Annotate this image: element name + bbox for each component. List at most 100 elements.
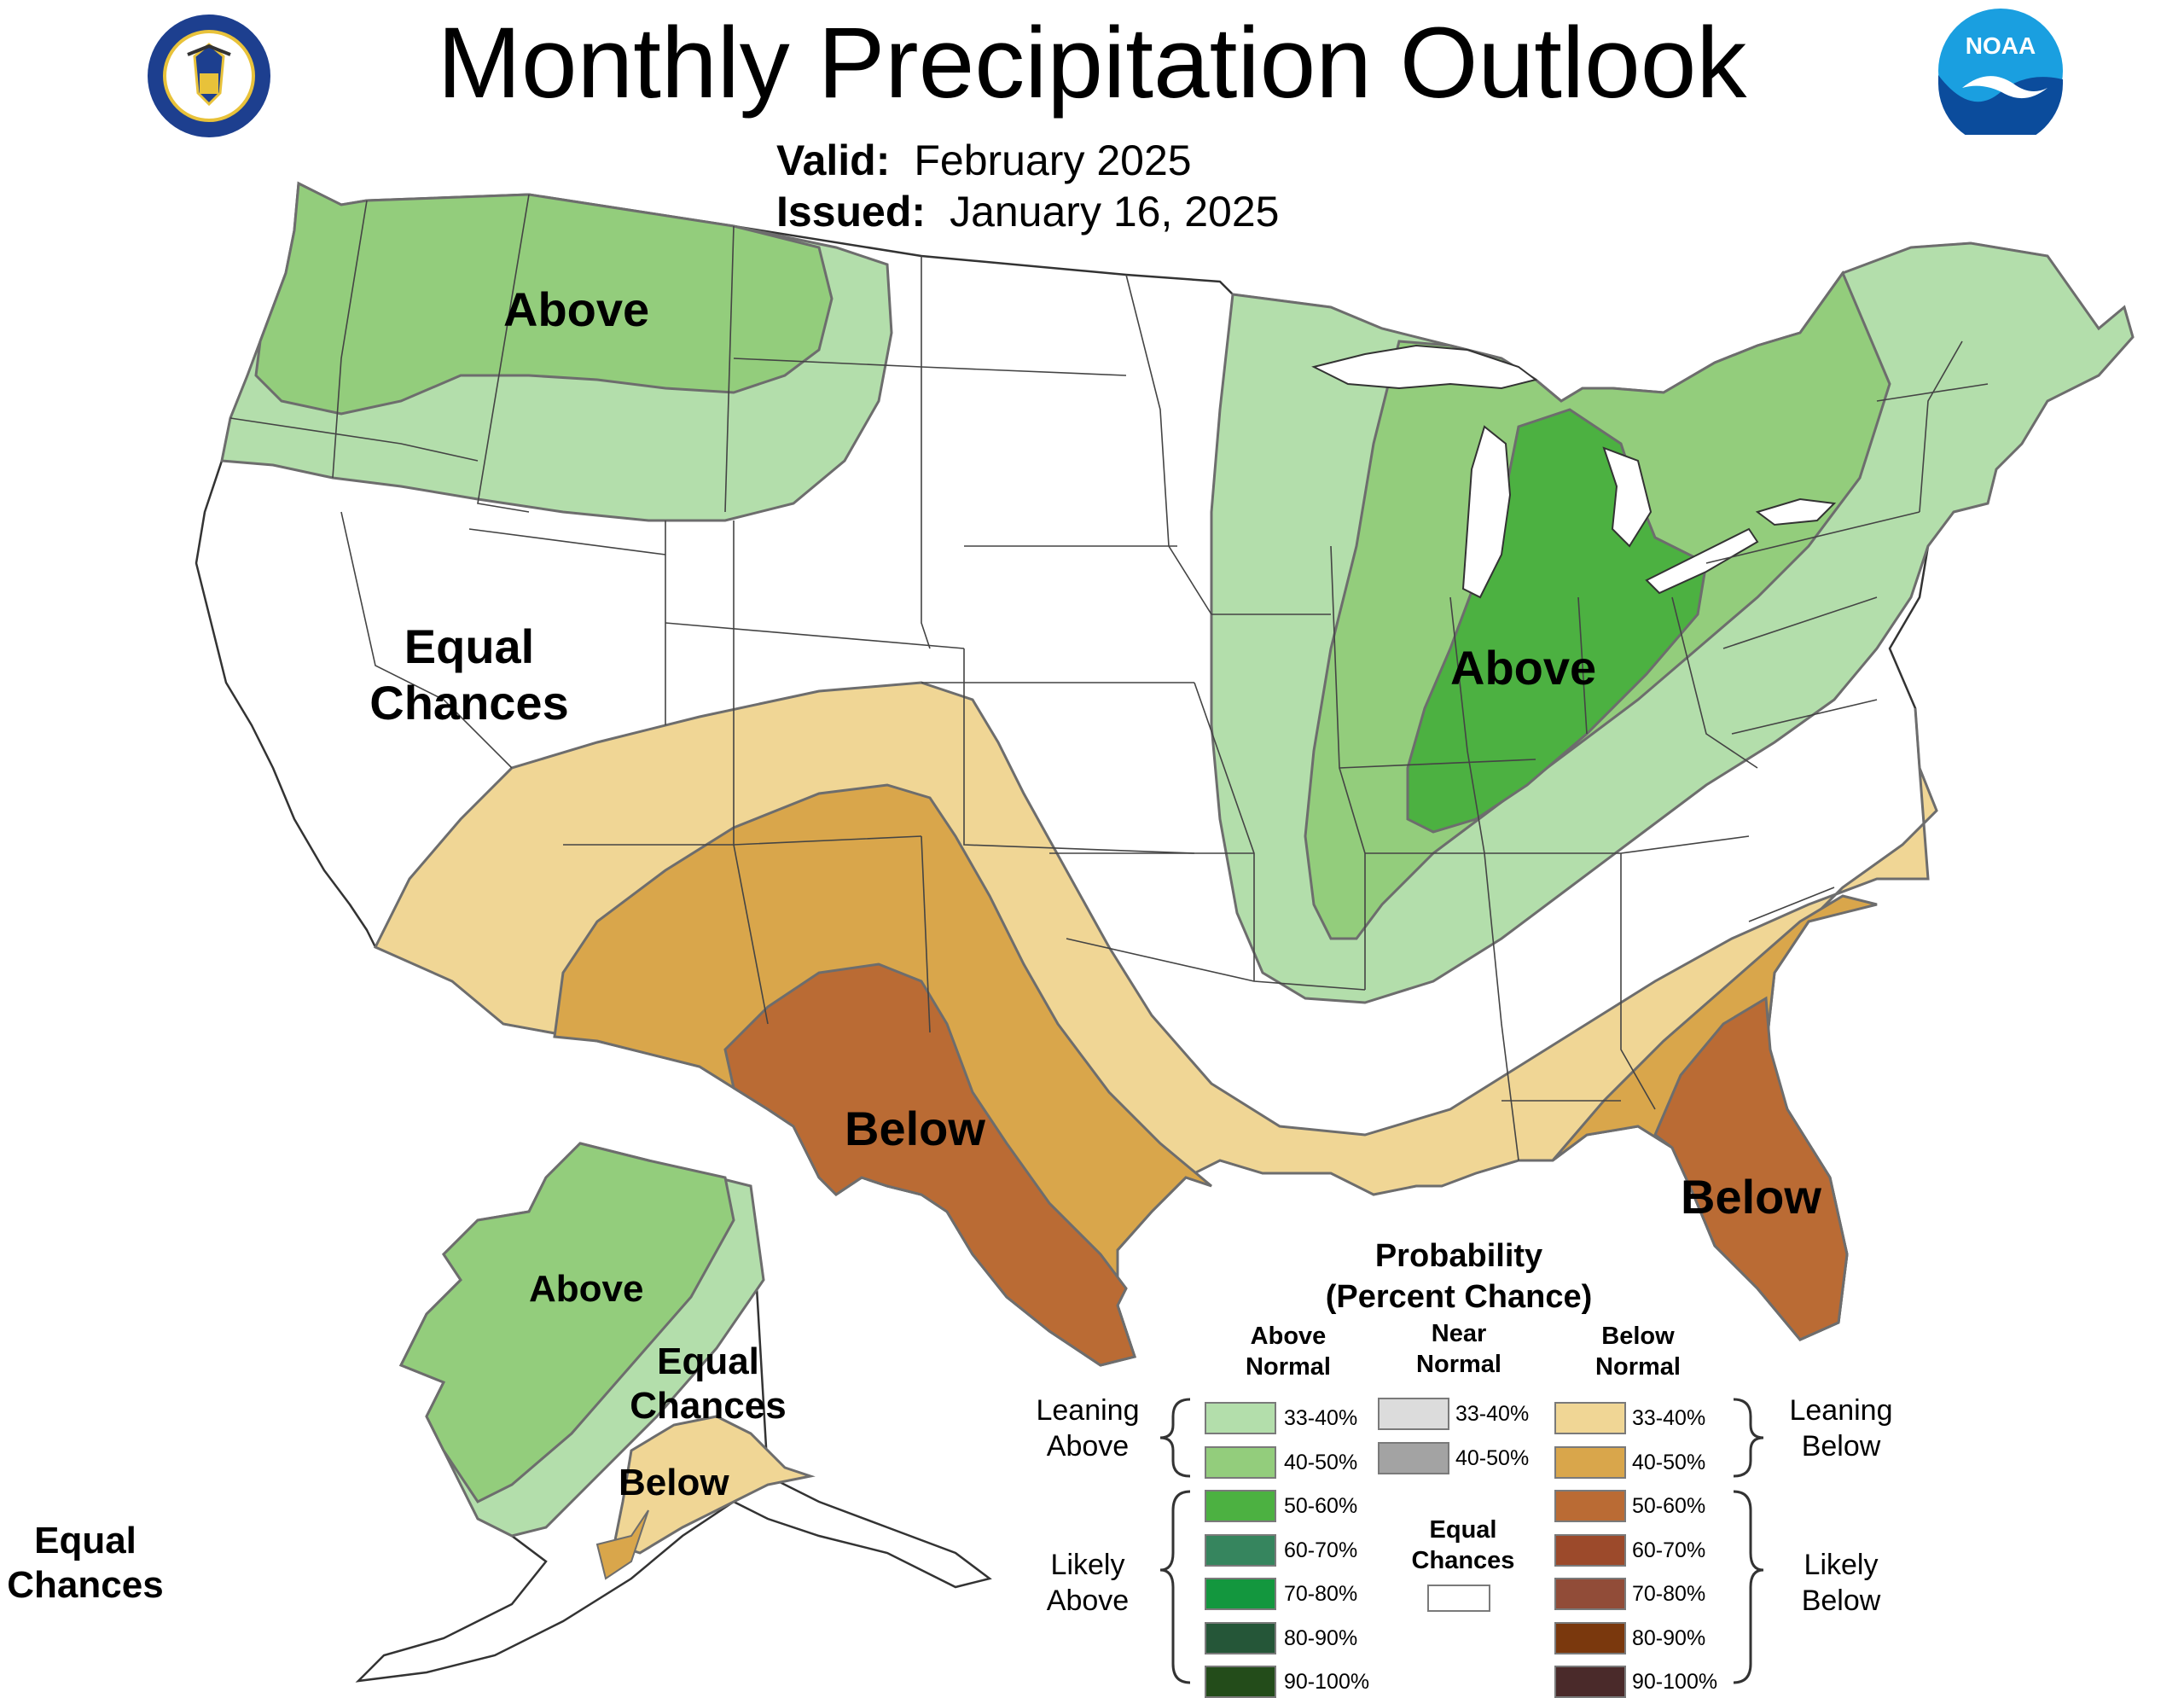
legend-below-swatch-0 [1554,1402,1626,1434]
label-alaska-chances: Chances [630,1384,787,1427]
legend-leaning-above-line1: Leaning [1036,1394,1140,1427]
legend-above-swatch-2 [1205,1490,1276,1522]
issued-value: January 16, 2025 [950,188,1280,236]
legend-below-label-2: 50-60% [1632,1494,1706,1518]
se-below-50-60 [1653,996,1849,1341]
state-borders [229,194,1989,1161]
label-alaska-below: Below [619,1462,729,1503]
lake-erie [1645,527,1759,595]
legend-above-swatch-3 [1205,1533,1276,1567]
noaa-logo: NOAA [1937,7,2065,146]
valid-value: February 2025 [914,137,1192,184]
brace-leaning-above [1159,1398,1191,1478]
label-great-lakes-above: Above [1450,641,1597,695]
lake-michigan [1461,425,1512,599]
legend-title-line1: Probability [1374,1238,1543,1274]
legend-likely-below-line1: Likely [1804,1549,1879,1581]
legend-col-near-line1: Near [1431,1320,1487,1347]
legend-above-label-3: 60-70% [1284,1538,1358,1562]
legend-equal-chances-swatch [1427,1585,1490,1612]
legend-below-label-5: 80-90% [1632,1625,1706,1650]
legend-likely-above-line1: Likely [1050,1549,1125,1581]
legend-title: Probability (Percent Chance) [1297,1236,1621,1317]
legend-leaning-below: Leaning Below [1773,1393,1909,1464]
legend-above-swatch-4 [1205,1578,1276,1610]
noaa-logo-text: NOAA [1965,32,2036,59]
legend-above-swatch-5 [1205,1621,1276,1654]
legend-col-near: Near Normal [1374,1318,1544,1380]
brace-leaning-below [1733,1398,1764,1478]
legend-below-label-0: 33-40% [1632,1406,1706,1430]
label-west-equal: Equal [404,619,535,673]
legend-equal-line2: Chances [1411,1547,1515,1574]
legend-title-line2: (Percent Chance) [1325,1279,1593,1315]
legend-col-above-line1: Above [1250,1323,1327,1350]
alaska-above-40-50 [398,1142,735,1503]
lake-huron [1602,446,1653,548]
legend-likely-above-line2: Above [1046,1585,1130,1617]
legend-equal-chances-label: Equal Chances [1374,1515,1553,1576]
legend-near-label-1: 40-50% [1455,1445,1530,1470]
legend-equal-line1: Equal [1429,1516,1497,1544]
label-alaska-equal-chances: Equal Chances [623,1340,793,1428]
legend-likely-below-line2: Below [1801,1585,1881,1617]
label-aleutian-chances: Chances [7,1563,164,1606]
legend-col-below-line1: Below [1601,1323,1675,1350]
lake-superior [1311,344,1538,390]
legend-below-label-3: 60-70% [1632,1538,1706,1562]
label-aleutian-equal: Equal [34,1520,136,1561]
issued-label: Issued: [776,188,926,236]
legend-above-label-2: 50-60% [1284,1494,1358,1518]
legend-above-swatch-1 [1205,1445,1276,1479]
legend-near-swatch-0 [1378,1398,1449,1430]
alaska [355,1142,992,1683]
legend-below-swatch-2 [1554,1490,1626,1522]
legend-col-below: Below Normal [1553,1321,1723,1382]
legend-col-above: Above Normal [1203,1321,1374,1382]
valid-label: Valid: [776,137,891,184]
legend-above-label-1: 40-50% [1284,1450,1358,1474]
legend-above-label-5: 80-90% [1284,1625,1358,1650]
legend-above-swatch-0 [1205,1402,1276,1434]
label-alaska-above: Above [529,1268,644,1310]
label-alaska-equal: Equal [657,1340,759,1382]
label-west-equal-chances: Equal Chances [358,619,580,731]
legend-col-near-line2: Normal [1416,1351,1502,1378]
legend-below-swatch-4 [1554,1578,1626,1610]
legend-leaning-above: Leaning Above [1019,1393,1156,1464]
map-title: Monthly Precipitation Outlook [437,7,1747,119]
legend-below-label-1: 40-50% [1632,1450,1706,1474]
legend-below-swatch-5 [1554,1621,1626,1654]
brace-likely-below [1733,1490,1764,1684]
legend-likely-below: Likely Below [1773,1547,1909,1619]
legend-above-label-4: 70-80% [1284,1582,1358,1606]
issued-row: Issued: January 16, 2025 [776,186,1279,237]
brace-likely-above [1159,1490,1191,1684]
label-west-chances: Chances [369,676,569,730]
noaa-logo-graphic [1938,9,2063,146]
label-southeast-below: Below [1681,1170,1821,1224]
legend-col-below-line2: Normal [1595,1353,1681,1381]
legend-below-swatch-1 [1554,1445,1626,1479]
texas-below-50-60 [723,962,1136,1367]
valid-row: Valid: February 2025 [776,135,1192,186]
conus-map [195,181,2135,1683]
alaska-below-40-50 [595,1509,649,1580]
legend-likely-above: Likely Above [1019,1547,1156,1619]
legend-below-label-4: 70-80% [1632,1582,1706,1606]
legend-near-label-0: 33-40% [1455,1402,1530,1426]
legend-below-swatch-3 [1554,1533,1626,1567]
nw-above-40-50 [254,181,834,416]
legend-near-swatch-1 [1378,1441,1449,1474]
legend-leaning-below-line2: Below [1801,1430,1881,1462]
legend-leaning-above-line2: Above [1046,1430,1130,1462]
commerce-seal [145,12,273,140]
legend-col-above-line2: Normal [1246,1353,1331,1381]
label-alaska-west-equal-chances: Equal Chances [0,1519,171,1608]
legend-leaning-below-line1: Leaning [1789,1394,1893,1427]
legend-above-label-0: 33-40% [1284,1406,1358,1430]
lake-ontario [1755,497,1837,526]
commerce-seal-graphic [148,15,270,137]
label-nw-above: Above [503,282,650,336]
